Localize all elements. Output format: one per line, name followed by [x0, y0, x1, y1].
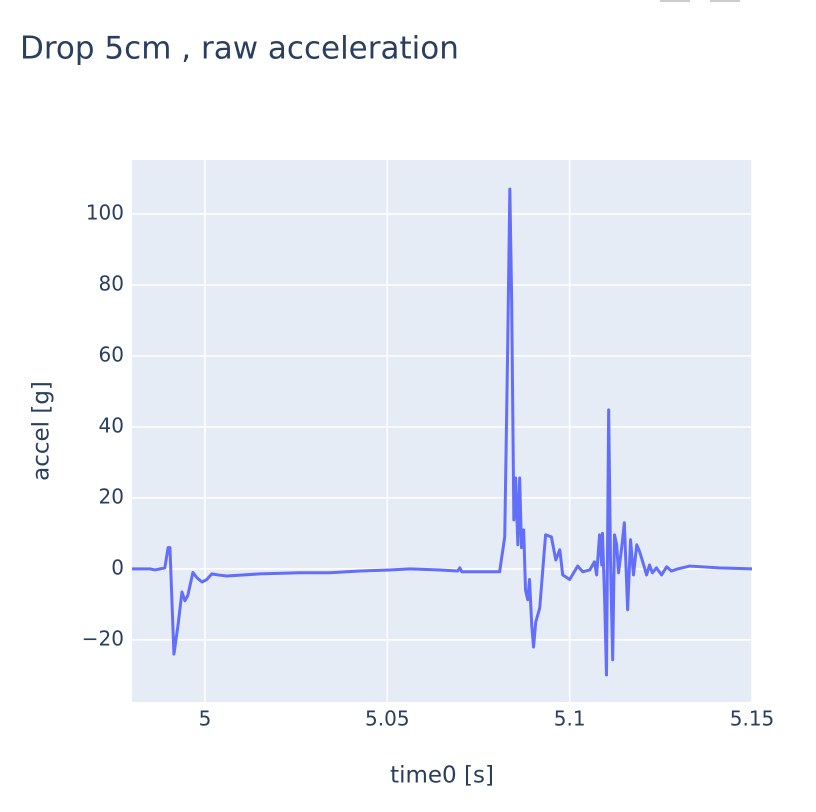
x-tick-label: 5.15: [730, 707, 775, 731]
y-tick-label: 20: [99, 484, 124, 508]
modebar-button[interactable]: [710, 0, 740, 2]
x-tick-label: 5: [199, 707, 212, 731]
y-axis-title: accel [g]: [29, 381, 55, 481]
x-axis-title: time0 [s]: [390, 763, 494, 789]
x-tick-label: 5.1: [554, 707, 586, 731]
y-tick-label: 80: [99, 271, 124, 295]
chart-title: Drop 5cm , raw acceleration: [20, 31, 459, 67]
y-tick-label: −20: [82, 626, 124, 650]
plot-area: [132, 160, 752, 702]
modebar[interactable]: [660, 0, 740, 2]
data-line: [132, 187, 753, 677]
y-tick-label: 0: [111, 555, 124, 579]
modebar-button[interactable]: [660, 0, 690, 2]
y-tick-label: 60: [99, 342, 124, 366]
x-tick-label: 5.05: [365, 707, 410, 731]
y-tick-label: 100: [86, 200, 124, 224]
y-tick-label: 40: [99, 413, 124, 437]
